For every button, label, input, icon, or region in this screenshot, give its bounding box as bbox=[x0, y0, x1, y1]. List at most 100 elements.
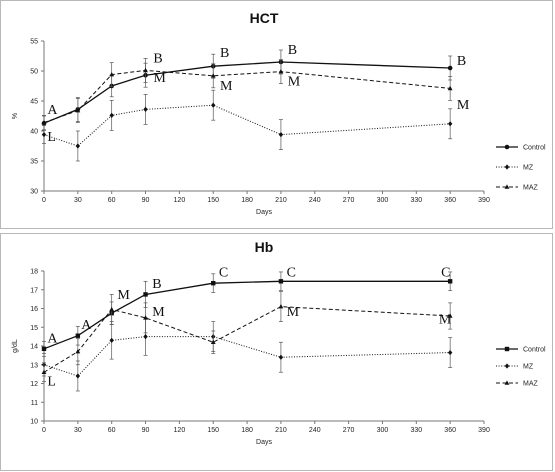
data-point bbox=[75, 349, 81, 354]
significance-letter: M bbox=[288, 74, 301, 89]
significance-letter: A bbox=[81, 318, 92, 333]
series-line bbox=[43, 336, 451, 377]
x-axis-label: Days bbox=[256, 439, 272, 446]
x-tick-label: 180 bbox=[241, 197, 253, 204]
x-tick-label: 180 bbox=[241, 427, 253, 434]
y-tick-label: 30 bbox=[30, 189, 38, 196]
x-tick-label: 90 bbox=[142, 427, 150, 434]
legend-marker bbox=[504, 164, 510, 170]
data-point bbox=[143, 315, 148, 320]
y-tick-label: 17 bbox=[30, 287, 38, 294]
x-tick-label: 150 bbox=[207, 197, 219, 204]
significance-letter: A bbox=[47, 331, 58, 346]
x-tick-label: 390 bbox=[478, 197, 490, 204]
data-point bbox=[278, 132, 284, 138]
data-point bbox=[278, 69, 284, 74]
y-tick-label: 18 bbox=[30, 269, 38, 276]
series-mz bbox=[41, 317, 453, 392]
y-axis-label: % bbox=[12, 113, 19, 119]
legend-label-mz: MZ bbox=[523, 364, 534, 371]
data-point bbox=[109, 72, 115, 77]
data-point bbox=[41, 346, 47, 352]
series-maz bbox=[41, 291, 453, 382]
data-point bbox=[109, 112, 114, 118]
significance-letter: M bbox=[153, 71, 166, 86]
x-tick-label: 60 bbox=[108, 197, 116, 204]
legend-marker bbox=[504, 184, 510, 189]
data-point bbox=[75, 143, 81, 149]
series-line bbox=[43, 69, 451, 124]
hct-chart: HCT 0 30 60 90 120 150 180 210 240 270 300 330 360 390… bbox=[12, 10, 546, 216]
x-tick-label: 240 bbox=[309, 427, 321, 434]
y-tick-label: 12 bbox=[30, 381, 38, 388]
significance-letter: M bbox=[220, 79, 233, 94]
data-point bbox=[109, 337, 114, 343]
x-tick-label: 360 bbox=[444, 197, 456, 204]
y-tick-label: 14 bbox=[30, 344, 38, 351]
x-tick-label: 120 bbox=[174, 427, 186, 434]
x-tick-label: 300 bbox=[377, 427, 389, 434]
legend-marker bbox=[504, 144, 510, 150]
data-point bbox=[447, 65, 453, 71]
significance-letter: M bbox=[287, 305, 300, 320]
y-tick-label: 50 bbox=[30, 69, 38, 76]
y-tick-label: 40 bbox=[30, 129, 38, 136]
x-tick-label: 330 bbox=[410, 197, 422, 204]
data-point bbox=[447, 121, 453, 127]
significance-letter: B bbox=[220, 46, 229, 61]
legend-marker bbox=[504, 346, 510, 352]
legend: Control MZ MAZ bbox=[496, 347, 546, 388]
data-point bbox=[211, 102, 216, 108]
legend-marker bbox=[504, 363, 510, 369]
legend-label-control: Control bbox=[523, 347, 546, 354]
significance-letter: M bbox=[152, 305, 165, 320]
x-tick-label: 330 bbox=[410, 427, 422, 434]
legend-label-maz: MAZ bbox=[523, 185, 539, 192]
data-point bbox=[210, 339, 216, 345]
significance-letter: B bbox=[153, 52, 162, 67]
data-point bbox=[278, 354, 284, 360]
series-mz bbox=[41, 89, 453, 162]
series-maz bbox=[41, 58, 453, 131]
data-point bbox=[75, 373, 81, 379]
y-tick-label: 13 bbox=[30, 362, 38, 369]
y-tick-label: 10 bbox=[30, 419, 38, 426]
data-point bbox=[447, 313, 453, 318]
x-tick-label: 0 bbox=[42, 197, 46, 204]
hb-chart-panel: Hb 0 30 60 90 120 150 180 210 240 270 300 330 360 390 1… bbox=[0, 233, 553, 471]
data-point bbox=[143, 106, 148, 112]
data-point bbox=[447, 279, 453, 284]
y-axis-label: g/dL bbox=[12, 339, 19, 353]
chart-title: HCT bbox=[250, 10, 279, 26]
y-tick-label: 55 bbox=[30, 39, 38, 46]
legend-label-maz: MAZ bbox=[523, 381, 539, 388]
significance-letter: B bbox=[288, 43, 297, 58]
x-tick-label: 60 bbox=[108, 427, 116, 434]
significance-letter: C bbox=[287, 266, 296, 281]
significance-letter: M bbox=[457, 98, 470, 113]
x-tick-label: 120 bbox=[174, 197, 186, 204]
significance-letter: L bbox=[47, 130, 56, 145]
y-tick-label: 15 bbox=[30, 325, 38, 332]
x-tick-label: 30 bbox=[74, 427, 82, 434]
data-point bbox=[109, 306, 115, 312]
data-point bbox=[447, 349, 453, 356]
x-tick-label: 360 bbox=[444, 427, 456, 434]
data-point bbox=[143, 334, 148, 340]
y-tick-label: 16 bbox=[30, 306, 38, 313]
data-point bbox=[75, 108, 81, 113]
series-control bbox=[41, 271, 453, 357]
series-line bbox=[43, 104, 451, 147]
significance-letter: M bbox=[117, 288, 130, 303]
data-point bbox=[41, 132, 47, 138]
hct-chart-panel: HCT 0 30 60 90 120 150 180 210 240 270 300 330 360 390… bbox=[0, 0, 553, 229]
x-tick-label: 300 bbox=[377, 197, 389, 204]
data-point bbox=[447, 85, 453, 91]
significance-letter: C bbox=[219, 266, 228, 281]
series-line bbox=[43, 306, 451, 373]
series-control bbox=[41, 49, 453, 131]
x-tick-label: 90 bbox=[142, 197, 150, 204]
x-tick-label: 0 bbox=[42, 427, 46, 434]
series-line bbox=[43, 61, 451, 124]
x-tick-label: 390 bbox=[478, 427, 490, 434]
